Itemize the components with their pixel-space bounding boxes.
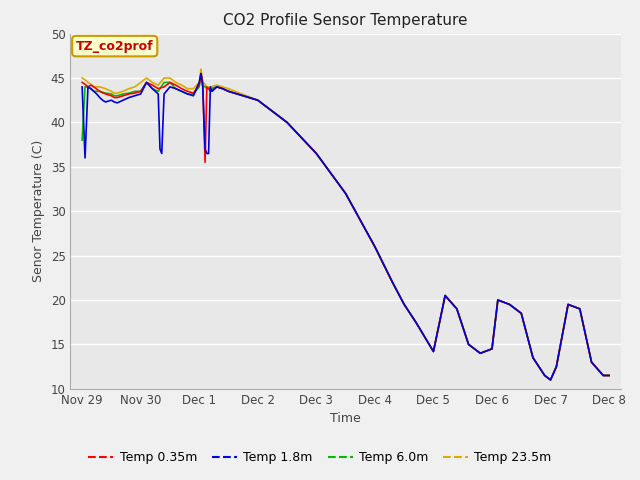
Temp 1.8m [547, 377, 554, 383]
Temp 23.5m [148, 80, 156, 85]
Temp 23.5m [605, 372, 613, 378]
Temp 0.35m [160, 84, 168, 90]
Temp 23.5m [113, 90, 121, 96]
Line: Temp 6.0m: Temp 6.0m [82, 73, 609, 380]
Temp 6.0m [547, 377, 554, 383]
Temp 1.8m [208, 88, 216, 94]
Line: Temp 23.5m: Temp 23.5m [82, 69, 609, 380]
Temp 6.0m [148, 86, 156, 92]
Temp 0.35m [197, 71, 205, 76]
Temp 6.0m [102, 90, 109, 96]
Temp 6.0m [84, 84, 92, 90]
X-axis label: Time: Time [330, 412, 361, 425]
Temp 1.8m [195, 80, 203, 85]
Temp 0.35m [78, 80, 86, 85]
Temp 0.35m [388, 279, 396, 285]
Temp 23.5m [102, 86, 109, 92]
Temp 23.5m [84, 80, 92, 85]
Temp 6.0m [605, 372, 613, 378]
Temp 6.0m [225, 88, 232, 94]
Temp 1.8m [605, 372, 613, 378]
Temp 23.5m [547, 377, 554, 383]
Temp 1.8m [137, 91, 145, 97]
Temp 6.0m [197, 71, 205, 76]
Temp 1.8m [156, 146, 164, 152]
Temp 0.35m [178, 86, 186, 92]
Temp 0.35m [605, 372, 613, 378]
Text: TZ_co2prof: TZ_co2prof [76, 39, 154, 53]
Y-axis label: Senor Temperature (C): Senor Temperature (C) [32, 140, 45, 282]
Temp 0.35m [547, 377, 554, 383]
Temp 23.5m [459, 324, 467, 329]
Temp 1.8m [197, 71, 205, 76]
Temp 0.35m [119, 93, 127, 98]
Title: CO2 Profile Sensor Temperature: CO2 Profile Sensor Temperature [223, 13, 468, 28]
Temp 6.0m [78, 137, 86, 143]
Temp 1.8m [78, 84, 86, 90]
Line: Temp 1.8m: Temp 1.8m [82, 73, 609, 380]
Temp 0.35m [148, 82, 156, 88]
Line: Temp 0.35m: Temp 0.35m [82, 73, 609, 380]
Temp 23.5m [78, 75, 86, 81]
Temp 1.8m [529, 355, 537, 360]
Temp 23.5m [225, 86, 232, 92]
Temp 23.5m [197, 66, 205, 72]
Temp 6.0m [459, 324, 467, 329]
Temp 6.0m [113, 93, 121, 98]
Legend: Temp 0.35m, Temp 1.8m, Temp 6.0m, Temp 23.5m: Temp 0.35m, Temp 1.8m, Temp 6.0m, Temp 2… [83, 446, 557, 469]
Temp 0.35m [172, 82, 180, 88]
Temp 1.8m [588, 359, 595, 365]
